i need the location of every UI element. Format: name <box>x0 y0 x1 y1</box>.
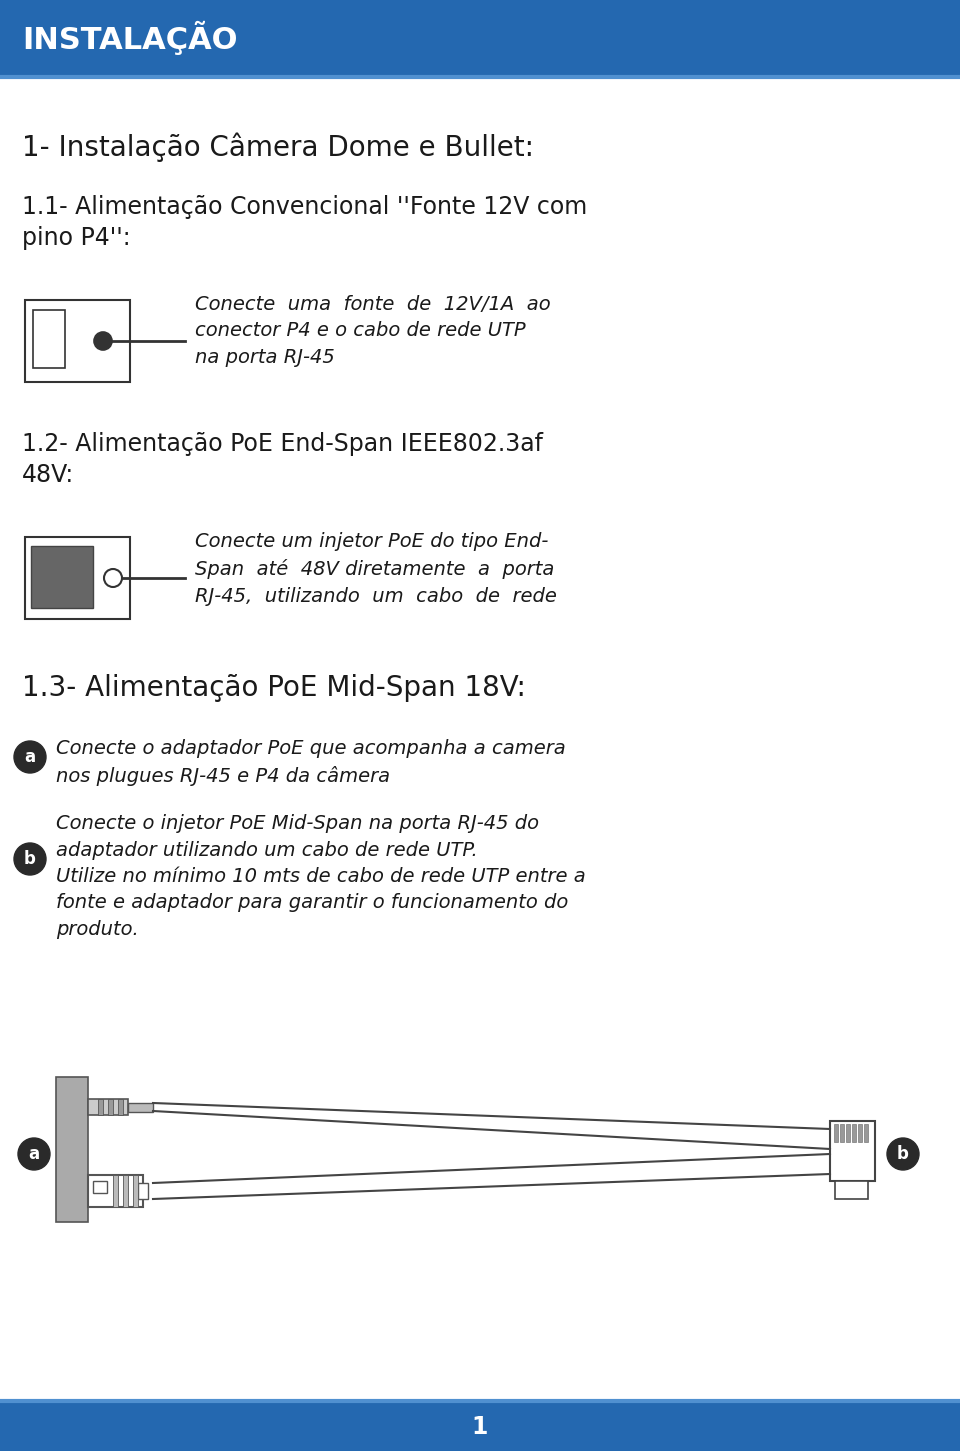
Text: 1.2- Alimentação PoE End-Span IEEE802.3af
48V:: 1.2- Alimentação PoE End-Span IEEE802.3a… <box>22 432 543 486</box>
Circle shape <box>18 1138 50 1170</box>
Text: Conecte o adaptador PoE que acompanha a camera
nos plugues RJ-45 e P4 da câmera: Conecte o adaptador PoE que acompanha a … <box>56 739 565 786</box>
Text: Conecte o injetor PoE Mid-Span na porta RJ-45 do
adaptador utilizando um cabo de: Conecte o injetor PoE Mid-Span na porta … <box>56 814 586 939</box>
Bar <box>138 1183 148 1199</box>
Text: INSTALAÇÃO: INSTALAÇÃO <box>22 20 237 55</box>
Bar <box>0 1403 960 1451</box>
Circle shape <box>14 843 46 875</box>
Bar <box>835 1181 868 1199</box>
Bar <box>56 1077 88 1222</box>
Bar <box>133 1175 138 1207</box>
Text: 1- Instalação Câmera Dome e Bullet:: 1- Instalação Câmera Dome e Bullet: <box>22 133 534 163</box>
Bar <box>108 1098 113 1114</box>
Circle shape <box>94 332 112 350</box>
Bar <box>852 1125 856 1142</box>
Text: Conecte  uma  fonte  de  12V/1A  ao
conector P4 e o cabo de rede UTP
na porta RJ: Conecte uma fonte de 12V/1A ao conector … <box>195 295 551 367</box>
Bar <box>830 1122 875 1181</box>
Bar <box>25 537 130 620</box>
Text: Conecte um injetor PoE do tipo End-
Span  até  48V diretamente  a  porta
RJ-45, : Conecte um injetor PoE do tipo End- Span… <box>195 533 557 605</box>
Bar <box>25 300 130 382</box>
Bar <box>0 0 960 75</box>
Bar <box>128 1103 153 1111</box>
Bar <box>31 546 93 608</box>
Text: b: b <box>897 1145 909 1164</box>
Text: b: b <box>24 850 36 868</box>
Text: 1: 1 <box>471 1415 489 1439</box>
Circle shape <box>14 741 46 773</box>
Bar <box>846 1125 850 1142</box>
Circle shape <box>104 569 122 588</box>
Text: 1.1- Alimentação Convencional ''Fonte 12V com
pino P4'':: 1.1- Alimentação Convencional ''Fonte 12… <box>22 194 588 250</box>
Text: a: a <box>29 1145 39 1164</box>
Bar <box>864 1125 868 1142</box>
Bar <box>88 1175 143 1207</box>
Bar <box>834 1125 838 1142</box>
Bar <box>33 311 65 369</box>
Text: 1.3- Alimentação PoE Mid-Span 18V:: 1.3- Alimentação PoE Mid-Span 18V: <box>22 675 526 702</box>
Bar <box>93 1181 107 1193</box>
Circle shape <box>887 1138 919 1170</box>
Bar <box>88 1098 128 1114</box>
Text: a: a <box>24 749 36 766</box>
Bar <box>118 1098 123 1114</box>
Bar <box>123 1175 128 1207</box>
Bar <box>840 1125 844 1142</box>
Bar <box>858 1125 862 1142</box>
Bar <box>98 1098 103 1114</box>
Bar <box>113 1175 118 1207</box>
